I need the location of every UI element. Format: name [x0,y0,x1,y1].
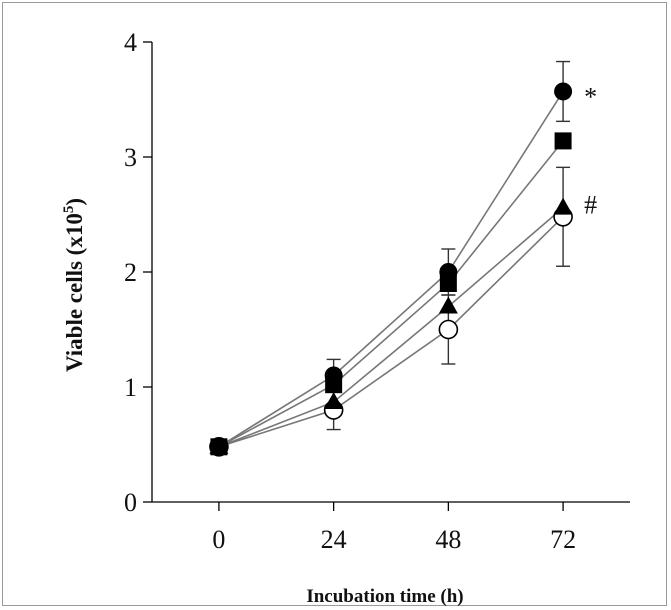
x-tick-label: 48 [435,525,461,554]
series-group [209,60,573,457]
y-axis-title-superscript: 5 [61,206,77,214]
y-tick-label: 0 [124,488,137,517]
series-line-filled-triangle [218,206,564,448]
x-axis-title: Incubation time (h) [306,586,463,607]
y-ticks: 0 1 2 3 4 [124,28,152,517]
series-line-open-circle [218,216,564,448]
y-axis-title: Viable cells (x105) [61,198,87,372]
axes [151,42,630,503]
y-tick-label: 3 [124,143,137,172]
y-tick-label: 4 [124,28,137,57]
y-tick-label: 1 [124,373,137,402]
point-filled-triangle [324,391,344,409]
x-tick-label: 0 [212,525,225,554]
y-axis-title-main: Viable cells (x10 [62,213,87,372]
y-tick-label: 2 [124,258,137,287]
point-filled-triangle [553,197,573,215]
series-line-filled-square [218,140,564,448]
point-filled-square [554,132,572,150]
x-tick-label: 24 [321,525,347,554]
series-line-filled-circle [218,91,564,448]
annotation-hash: # [584,191,597,220]
point-filled-square [210,438,228,456]
point-open-circle [438,319,459,340]
annotations: *# [584,82,597,219]
annotation-asterisk: * [584,82,597,111]
point-filled-square [439,275,457,292]
point-filled-triangle [438,296,458,314]
x-ticks: 0 24 48 72 [212,502,576,554]
y-axis-title-end: ) [62,198,87,206]
point-filled-square [325,376,343,394]
x-tick-label: 72 [550,525,576,554]
point-filled-circle [554,82,573,101]
